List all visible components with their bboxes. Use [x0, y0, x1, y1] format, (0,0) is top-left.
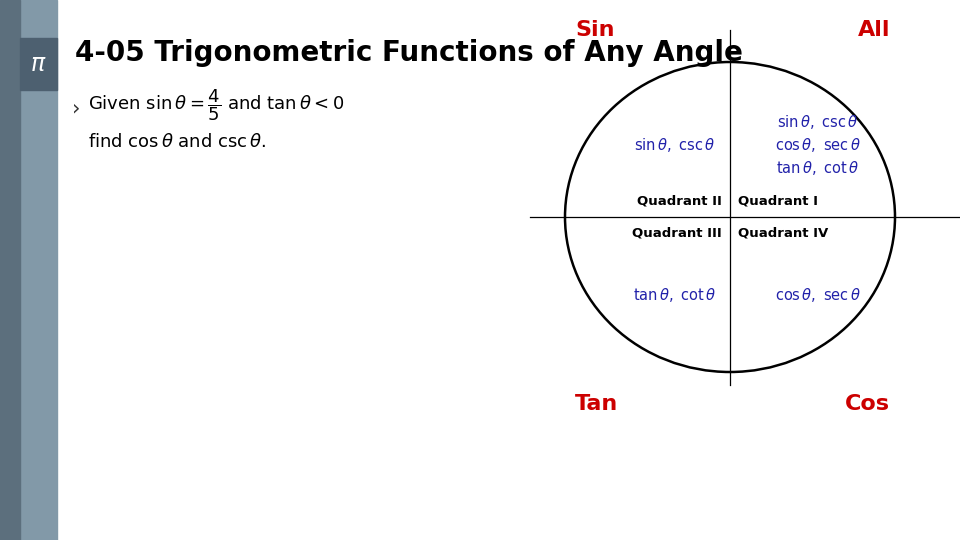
Text: Quadrant III: Quadrant III — [633, 227, 722, 240]
Text: Quadrant I: Quadrant I — [738, 194, 818, 207]
Bar — [0, 0, 20, 540]
Text: Tan: Tan — [575, 394, 618, 414]
Text: All: All — [857, 20, 890, 40]
Text: $\cos\theta,\ \sec\theta$: $\cos\theta,\ \sec\theta$ — [775, 136, 861, 154]
Text: $\sin\theta,\ \csc\theta$: $\sin\theta,\ \csc\theta$ — [778, 113, 858, 131]
Bar — [20, 38, 57, 90]
Text: Sin: Sin — [575, 20, 614, 40]
Text: $\pi$: $\pi$ — [30, 52, 46, 76]
Text: $\tan\theta,\ \cot\theta$: $\tan\theta,\ \cot\theta$ — [777, 159, 859, 177]
Text: find $\cos\theta$ and $\csc\theta$.: find $\cos\theta$ and $\csc\theta$. — [88, 133, 266, 151]
Text: $\tan\theta,\ \cot\theta$: $\tan\theta,\ \cot\theta$ — [634, 286, 717, 304]
Text: Cos: Cos — [845, 394, 890, 414]
Text: Quadrant IV: Quadrant IV — [738, 227, 828, 240]
Text: ›: › — [72, 98, 81, 118]
Text: Quadrant II: Quadrant II — [637, 194, 722, 207]
Text: Given $\sin\theta = \dfrac{4}{5}$ and $\tan\theta < 0$: Given $\sin\theta = \dfrac{4}{5}$ and $\… — [88, 87, 345, 123]
Text: 4-05 Trigonometric Functions of Any Angle: 4-05 Trigonometric Functions of Any Angl… — [75, 39, 743, 67]
Text: $\sin\theta,\ \csc\theta$: $\sin\theta,\ \csc\theta$ — [635, 136, 715, 154]
Bar — [0, 0, 57, 540]
Text: $\cos\theta,\ \sec\theta$: $\cos\theta,\ \sec\theta$ — [775, 286, 861, 304]
